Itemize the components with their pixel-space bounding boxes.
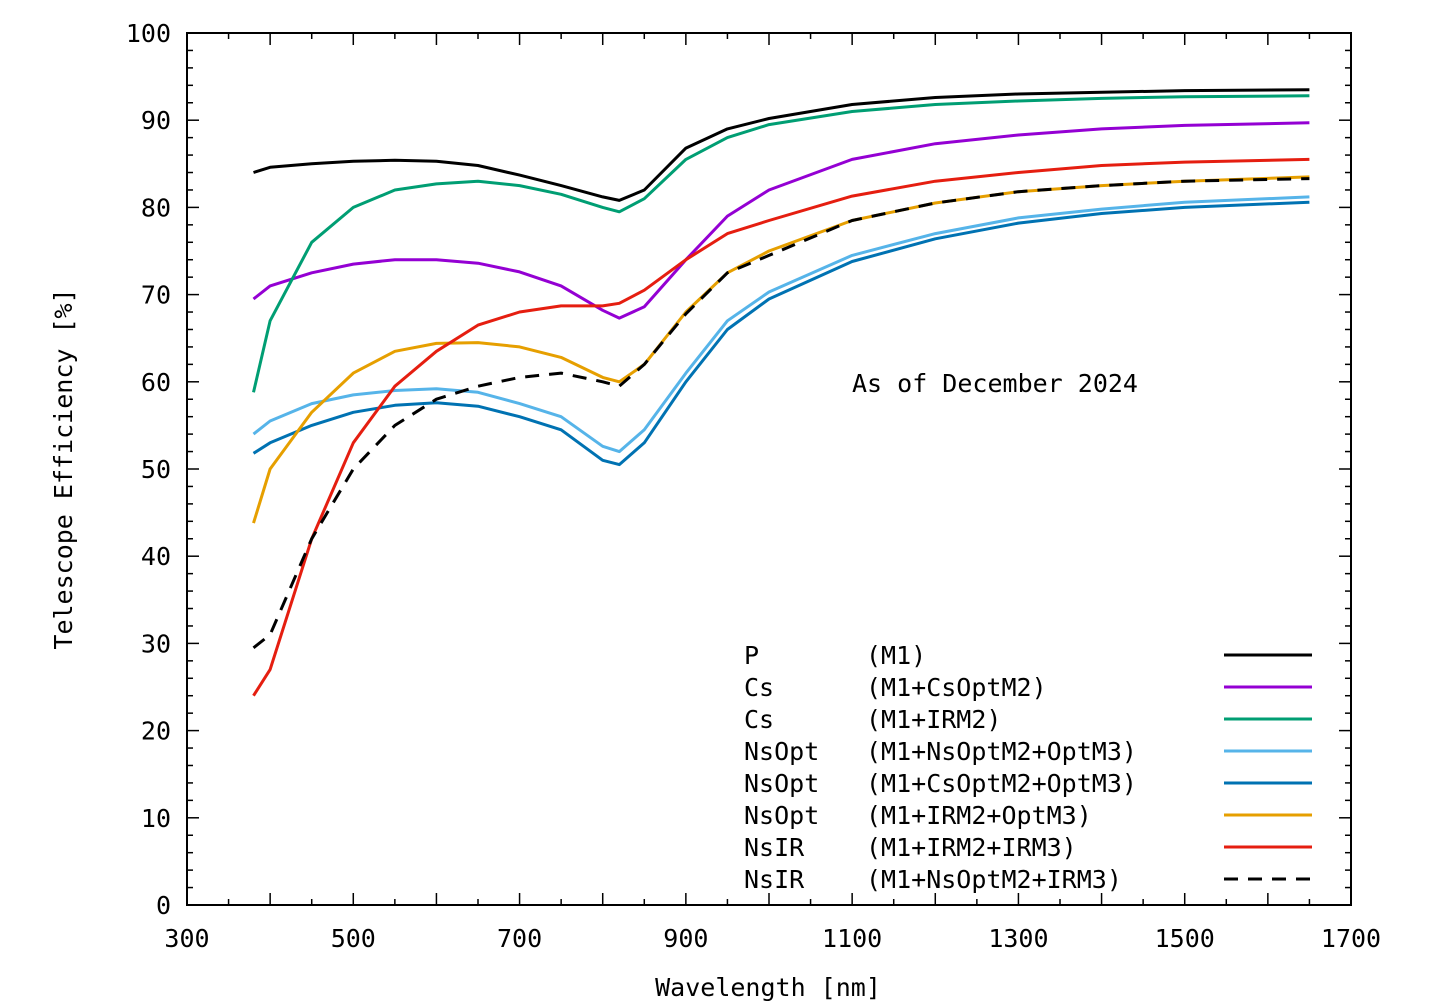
x-tick-label: 300 <box>164 924 209 953</box>
y-tick-label: 60 <box>141 368 171 397</box>
x-axis-label: Wavelength [nm] <box>655 973 881 1002</box>
y-tick-label: 50 <box>141 455 171 484</box>
y-tick-label: 80 <box>141 193 171 222</box>
x-tick-label: 1300 <box>988 924 1048 953</box>
y-tick-label: 100 <box>126 19 171 48</box>
legend-name: NsOpt <box>744 737 819 766</box>
y-tick-label: 30 <box>141 629 171 658</box>
legend-desc: (M1+CsOptM2+OptM3) <box>866 769 1137 798</box>
legend-name: Cs <box>744 673 774 702</box>
legend-desc: (M1+NsOptM2+OptM3) <box>866 737 1137 766</box>
legend: P (M1) Cs (M1+CsOptM2) Cs (M1+IRM2) NsOpt (M1+N… <box>744 641 1312 894</box>
series-line-6 <box>252 157 1310 697</box>
series-line-3 <box>252 195 1310 454</box>
legend-desc: (M1+IRM2) <box>866 705 1001 734</box>
x-tick-label: 700 <box>497 924 542 953</box>
y-tick-label: 70 <box>141 281 171 310</box>
legend-name: NsIR <box>744 865 805 894</box>
legend-name: NsOpt <box>744 769 819 798</box>
series-line-1 <box>252 121 1310 320</box>
series-lines <box>252 88 1310 697</box>
legend-name: NsIR <box>744 833 805 862</box>
legend-name: Cs <box>744 705 774 734</box>
annotation: As of December 2024 <box>852 369 1138 398</box>
x-tick-label: 900 <box>663 924 708 953</box>
y-tick-label: 40 <box>141 542 171 571</box>
plot-frame <box>186 32 1352 906</box>
legend-desc: (M1+NsOptM2+IRM3) <box>866 865 1122 894</box>
legend-desc: (M1+IRM2+OptM3) <box>866 801 1092 830</box>
series-line-7 <box>252 177 1310 649</box>
series-line-2 <box>252 94 1310 393</box>
legend-desc: (M1+IRM2+IRM3) <box>866 833 1077 862</box>
series-line-5 <box>252 175 1310 524</box>
y-tick-label: 0 <box>156 891 171 920</box>
series-line-4 <box>252 200 1310 467</box>
x-tick-label: 1700 <box>1321 924 1381 953</box>
legend-desc: (M1) <box>866 641 926 670</box>
y-tick-label: 20 <box>141 717 171 746</box>
series-line-0 <box>253 88 1310 202</box>
x-tick-label: 500 <box>331 924 376 953</box>
y-axis-label: Telescope Efficiency [%] <box>49 288 78 649</box>
x-tick-label: 1100 <box>822 924 882 953</box>
legend-desc: (M1+CsOptM2) <box>866 673 1047 702</box>
axis-ticks: 300 500 700 900 1100 1300 1500 1700 0 10 20 30 40 50 6… <box>126 19 1381 953</box>
y-tick-label: 90 <box>141 106 171 135</box>
legend-name: P <box>744 641 759 670</box>
legend-name: NsOpt <box>744 801 819 830</box>
y-tick-label: 10 <box>141 804 171 833</box>
x-tick-label: 1500 <box>1155 924 1215 953</box>
